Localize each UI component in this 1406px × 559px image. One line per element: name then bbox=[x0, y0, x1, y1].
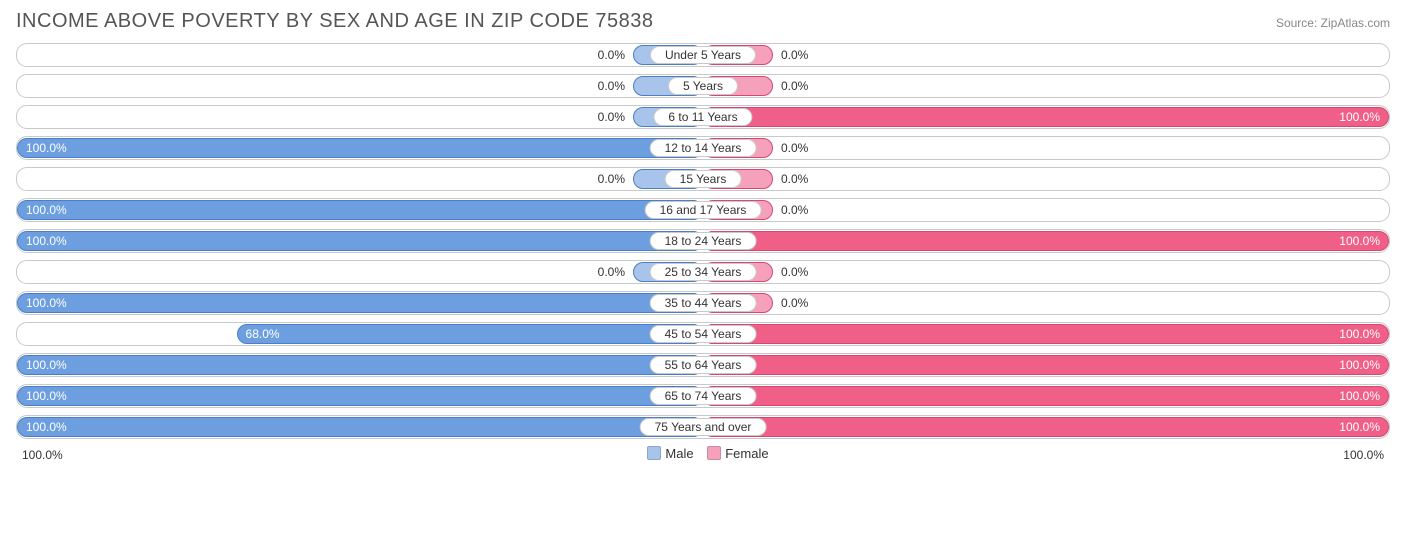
female-value-label: 100.0% bbox=[1335, 389, 1384, 403]
legend-label-female: Female bbox=[725, 446, 768, 461]
legend-swatch-male bbox=[647, 446, 661, 460]
chart-row: 100.0% 100.0% 75 Years and over bbox=[16, 415, 1390, 439]
category-label: 35 to 44 Years bbox=[650, 294, 757, 312]
category-label: 18 to 24 Years bbox=[650, 232, 757, 250]
category-label: 75 Years and over bbox=[640, 418, 767, 436]
category-label: 55 to 64 Years bbox=[650, 356, 757, 374]
female-value-label: 100.0% bbox=[1335, 358, 1384, 372]
category-label: 65 to 74 Years bbox=[650, 387, 757, 405]
female-value-label: 100.0% bbox=[1335, 420, 1384, 434]
male-value-label: 100.0% bbox=[22, 296, 71, 310]
male-value-label: 68.0% bbox=[242, 327, 284, 341]
chart-row: 0.0% 0.0% Under 5 Years bbox=[16, 43, 1390, 67]
male-value-label: 100.0% bbox=[22, 389, 71, 403]
male-bar: 100.0% bbox=[17, 231, 703, 251]
female-bar: 100.0% bbox=[703, 324, 1389, 344]
female-bar: 100.0% bbox=[703, 231, 1389, 251]
female-value-label: 0.0% bbox=[777, 141, 812, 155]
male-bar: 100.0% bbox=[17, 386, 703, 406]
legend-label-male: Male bbox=[665, 446, 693, 461]
chart-title: INCOME ABOVE POVERTY BY SEX AND AGE IN Z… bbox=[16, 10, 653, 33]
category-label: 12 to 14 Years bbox=[650, 139, 757, 157]
male-bar: 100.0% bbox=[17, 293, 703, 313]
female-value-label: 0.0% bbox=[777, 172, 812, 186]
chart-row: 100.0% 100.0% 55 to 64 Years bbox=[16, 353, 1390, 377]
male-value-label: 0.0% bbox=[594, 110, 629, 124]
female-value-label: 0.0% bbox=[777, 48, 812, 62]
male-value-label: 100.0% bbox=[22, 141, 71, 155]
chart-row: 100.0% 0.0% 12 to 14 Years bbox=[16, 136, 1390, 160]
female-bar: 100.0% bbox=[703, 355, 1389, 375]
male-value-label: 100.0% bbox=[22, 420, 71, 434]
male-value-label: 100.0% bbox=[22, 203, 71, 217]
female-bar: 100.0% bbox=[703, 107, 1389, 127]
chart-source: Source: ZipAtlas.com bbox=[1276, 16, 1390, 30]
chart-row: 100.0% 100.0% 18 to 24 Years bbox=[16, 229, 1390, 253]
female-bar: 100.0% bbox=[703, 386, 1389, 406]
male-value-label: 100.0% bbox=[22, 234, 71, 248]
axis-left-label: 100.0% bbox=[22, 448, 63, 462]
female-value-label: 0.0% bbox=[777, 203, 812, 217]
legend: Male Female bbox=[16, 446, 1390, 461]
female-value-label: 0.0% bbox=[777, 265, 812, 279]
male-value-label: 0.0% bbox=[594, 79, 629, 93]
chart-row: 100.0% 0.0% 35 to 44 Years bbox=[16, 291, 1390, 315]
category-label: 25 to 34 Years bbox=[650, 263, 757, 281]
chart-row: 0.0% 0.0% 25 to 34 Years bbox=[16, 260, 1390, 284]
chart-row: 100.0% 100.0% 65 to 74 Years bbox=[16, 384, 1390, 408]
chart-row: 68.0% 100.0% 45 to 54 Years bbox=[16, 322, 1390, 346]
chart-row: 0.0% 0.0% 5 Years bbox=[16, 74, 1390, 98]
population-pyramid-chart: 0.0%0.0%Under 5 Years0.0%0.0%5 Years0.0%… bbox=[16, 43, 1390, 439]
male-value-label: 0.0% bbox=[594, 48, 629, 62]
female-value-label: 100.0% bbox=[1335, 110, 1384, 124]
category-label: 45 to 54 Years bbox=[650, 325, 757, 343]
female-bar: 100.0% bbox=[703, 417, 1389, 437]
category-label: 15 Years bbox=[665, 170, 742, 188]
category-label: 5 Years bbox=[668, 77, 738, 95]
male-bar: 100.0% bbox=[17, 200, 703, 220]
axis-right-label: 100.0% bbox=[1343, 448, 1384, 462]
female-value-label: 0.0% bbox=[777, 296, 812, 310]
legend-swatch-female bbox=[707, 446, 721, 460]
male-bar: 100.0% bbox=[17, 417, 703, 437]
female-value-label: 100.0% bbox=[1335, 234, 1384, 248]
chart-row: 0.0% 100.0% 6 to 11 Years bbox=[16, 105, 1390, 129]
male-bar: 100.0% bbox=[17, 138, 703, 158]
male-bar: 100.0% bbox=[17, 355, 703, 375]
female-value-label: 0.0% bbox=[777, 79, 812, 93]
category-label: 6 to 11 Years bbox=[653, 108, 752, 126]
female-value-label: 100.0% bbox=[1335, 327, 1384, 341]
chart-row: 100.0% 0.0% 16 and 17 Years bbox=[16, 198, 1390, 222]
category-label: 16 and 17 Years bbox=[645, 201, 762, 219]
male-value-label: 0.0% bbox=[594, 265, 629, 279]
chart-row: 0.0% 0.0% 15 Years bbox=[16, 167, 1390, 191]
category-label: Under 5 Years bbox=[650, 46, 756, 64]
male-value-label: 100.0% bbox=[22, 358, 71, 372]
male-bar: 68.0% bbox=[237, 324, 703, 344]
male-value-label: 0.0% bbox=[594, 172, 629, 186]
